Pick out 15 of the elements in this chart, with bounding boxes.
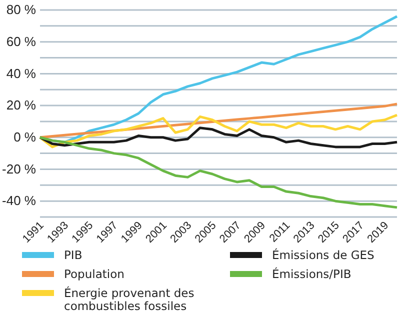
- y-tick-label: -40 %: [2, 193, 36, 208]
- y-tick-label: 0 %: [14, 130, 36, 145]
- line-series: [38, 126, 398, 148]
- y-tick-label: -20 %: [2, 161, 36, 176]
- y-tick-label: 60 %: [6, 34, 36, 50]
- legend-label: Énergie provenant des combustibles fossiles: [64, 286, 194, 314]
- y-tick-label: 40 %: [6, 66, 36, 81]
- legend-label: PIB: [64, 248, 82, 262]
- legend-label: Population: [64, 267, 124, 281]
- line-series: [38, 114, 398, 148]
- legend-label: Émissions/PIB: [272, 267, 352, 281]
- y-tick-label: 80 %: [6, 2, 36, 18]
- line-series: [38, 136, 398, 209]
- legend-label: Émissions de GES: [272, 248, 374, 262]
- y-tick-label: 20 %: [6, 98, 36, 113]
